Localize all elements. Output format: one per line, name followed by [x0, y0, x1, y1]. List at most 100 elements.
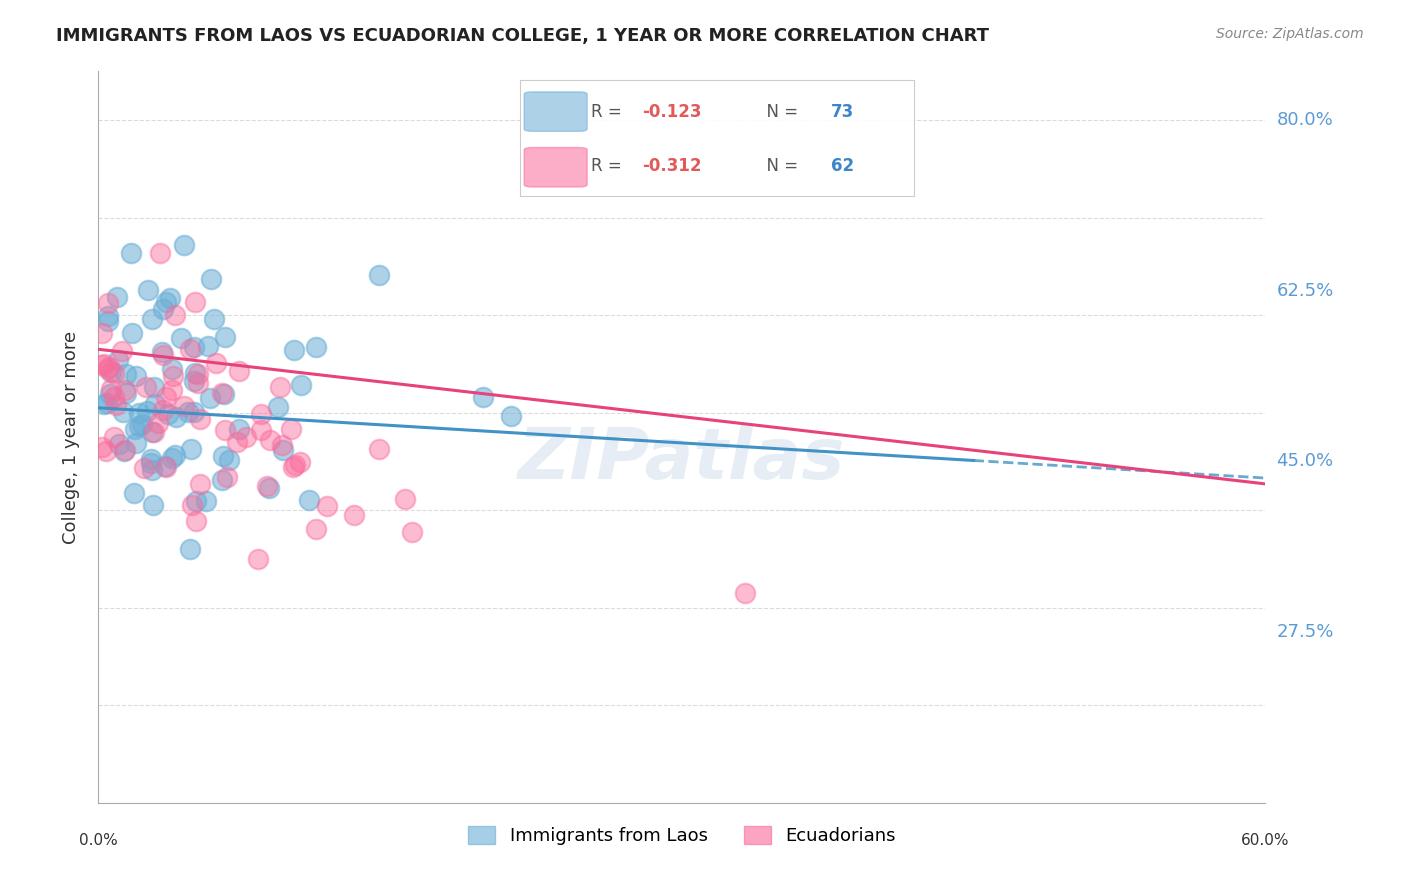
Point — [269, 380, 291, 394]
Point — [401, 524, 423, 539]
Point — [163, 309, 186, 323]
Point — [187, 367, 209, 381]
Point — [128, 419, 150, 434]
Point — [284, 458, 307, 472]
Point — [183, 405, 205, 419]
Point — [257, 481, 280, 495]
Point — [181, 498, 204, 512]
Point — [173, 238, 195, 252]
Point — [214, 330, 236, 344]
Point — [214, 423, 236, 437]
Point — [305, 522, 328, 536]
Point — [184, 514, 207, 528]
Point — [343, 508, 366, 522]
Point — [162, 368, 184, 383]
Point — [368, 442, 391, 457]
Point — [124, 435, 146, 450]
Point — [256, 479, 278, 493]
Point — [152, 403, 174, 417]
Point — [212, 449, 235, 463]
Point — [149, 245, 172, 260]
Point — [471, 390, 494, 404]
Point — [98, 387, 121, 401]
Point — [235, 429, 257, 443]
Point — [173, 399, 195, 413]
FancyBboxPatch shape — [524, 92, 588, 131]
Point — [112, 405, 135, 419]
Point — [271, 443, 294, 458]
Point — [152, 348, 174, 362]
Point — [142, 498, 165, 512]
Text: -0.123: -0.123 — [643, 103, 702, 120]
Point — [156, 407, 179, 421]
Point — [146, 417, 169, 431]
Point — [188, 476, 211, 491]
Point — [135, 380, 157, 394]
Point — [170, 330, 193, 344]
Text: 62: 62 — [831, 157, 855, 175]
Point — [259, 434, 281, 448]
Point — [184, 366, 207, 380]
Point — [104, 399, 127, 413]
Point — [93, 357, 115, 371]
Point — [105, 290, 128, 304]
Point — [217, 470, 239, 484]
Point — [111, 344, 134, 359]
Point — [160, 450, 183, 465]
Point — [205, 356, 228, 370]
Text: R =: R = — [591, 103, 627, 120]
Point — [283, 459, 305, 474]
Point — [499, 409, 522, 424]
Point — [288, 455, 311, 469]
Point — [394, 491, 416, 506]
Point — [160, 383, 183, 397]
Text: N =: N = — [756, 103, 804, 120]
Point — [100, 365, 122, 379]
Point — [226, 434, 249, 449]
Point — [228, 422, 250, 436]
Text: N =: N = — [756, 157, 804, 175]
Text: 80.0%: 80.0% — [1277, 112, 1333, 129]
Point — [734, 586, 756, 600]
Point — [267, 401, 290, 415]
Point — [228, 364, 250, 378]
Point — [179, 342, 201, 356]
Point — [142, 380, 165, 394]
Point — [132, 461, 155, 475]
Text: ZIPatlas: ZIPatlas — [519, 425, 845, 493]
Text: 62.5%: 62.5% — [1277, 282, 1334, 300]
Point — [290, 378, 312, 392]
Point — [218, 453, 240, 467]
Point — [195, 494, 218, 508]
Point — [250, 407, 273, 421]
Point — [153, 459, 176, 474]
Point — [141, 425, 163, 440]
Point — [183, 340, 205, 354]
Point — [249, 423, 271, 437]
Point — [97, 359, 120, 374]
Point — [128, 407, 150, 421]
Point — [103, 390, 125, 404]
Point — [190, 411, 212, 425]
Point — [183, 374, 205, 388]
Point — [120, 245, 142, 260]
Point — [100, 382, 122, 396]
Point — [202, 311, 225, 326]
Text: -0.312: -0.312 — [643, 157, 702, 175]
Point — [103, 366, 125, 380]
Point — [179, 542, 201, 557]
Point — [305, 340, 328, 354]
Text: 27.5%: 27.5% — [1277, 624, 1334, 641]
Point — [108, 437, 131, 451]
Point — [93, 397, 115, 411]
Point — [121, 326, 143, 340]
Point — [211, 473, 233, 487]
Point — [143, 425, 166, 439]
Point — [141, 463, 163, 477]
Point — [180, 442, 202, 457]
Point — [143, 396, 166, 410]
Point — [97, 361, 120, 376]
Point — [280, 422, 302, 436]
Point — [155, 295, 177, 310]
Y-axis label: College, 1 year or more: College, 1 year or more — [62, 331, 80, 543]
